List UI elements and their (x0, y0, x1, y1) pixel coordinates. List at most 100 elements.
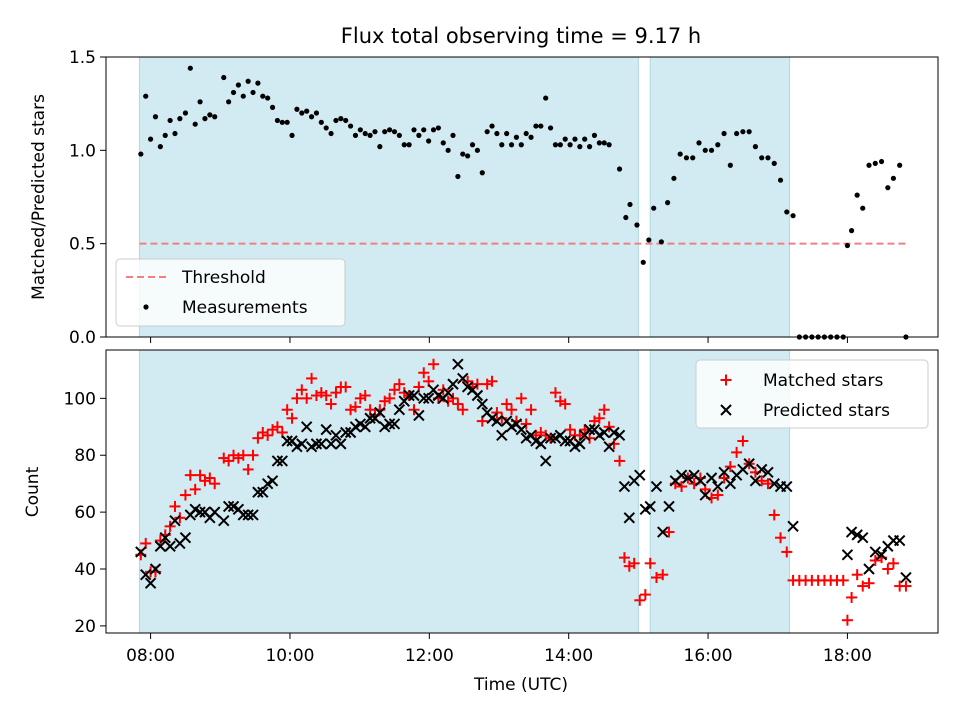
measurement-point (759, 155, 765, 161)
matched-star-point (549, 387, 561, 399)
measurement-point (567, 142, 573, 148)
matched-star-point (271, 421, 283, 433)
predicted-star-point (875, 549, 888, 561)
matched-star-point (174, 512, 186, 524)
measurement-point (235, 82, 241, 88)
predicted-star-point (841, 549, 854, 561)
measurement-point (455, 173, 461, 180)
predicted-star-point (179, 532, 192, 544)
matched-star-point (618, 552, 630, 564)
measurement-point (586, 144, 593, 150)
predicted-star-point (851, 529, 863, 541)
measurement-point (274, 117, 281, 124)
measurement-point (523, 130, 529, 137)
measurement-point (690, 155, 696, 161)
predicted-star-point (682, 472, 694, 484)
matched-star-point (837, 574, 849, 586)
matched-star-point (501, 398, 513, 410)
predicted-star-point (383, 418, 396, 430)
predicted-star-point (154, 540, 167, 552)
bottom-y-tick-label: 60 (74, 503, 96, 523)
measurement-point (435, 125, 441, 131)
predicted-star-point (705, 472, 718, 484)
measurement-point (343, 117, 349, 124)
matched-star-point (291, 392, 303, 404)
predicted-star-point (869, 546, 881, 558)
matched-star-point (603, 421, 615, 433)
predicted-star-point (408, 389, 420, 402)
bottom-panel: 20 40 60 80 100 08:00 10:00 12:00 14:00 16:00 18:… (23, 349, 939, 695)
matched-star-point (204, 472, 216, 484)
predicted-star-point (623, 512, 636, 524)
matched-star-point (650, 572, 662, 584)
predicted-star-point (559, 435, 571, 447)
predicted-star-point (491, 415, 503, 427)
measurement-point (577, 144, 583, 150)
measurement-point (640, 259, 646, 265)
x-tick-label: 18:00 (823, 646, 872, 666)
x-tick-label: 16:00 (684, 646, 733, 666)
predicted-star-point (300, 421, 313, 433)
predicted-star-point (164, 540, 176, 552)
bottom-panel-frame (105, 349, 939, 634)
matched-star-point (628, 557, 640, 569)
measurement-point (533, 123, 539, 129)
measurement-point (538, 123, 544, 129)
matched-star-point (525, 404, 537, 416)
matched-star-point (863, 577, 875, 589)
measurement-point (265, 95, 271, 101)
matched-star-point (857, 580, 869, 592)
matched-star-point (237, 449, 249, 461)
measurement-point (460, 151, 466, 157)
predicted-star-point (694, 475, 707, 487)
measurement-point (445, 147, 451, 153)
measurement-point (696, 140, 702, 146)
matched-star-point (388, 384, 400, 396)
measurement-point (543, 95, 549, 101)
measurement-point (465, 153, 471, 159)
predicted-star-point (452, 358, 464, 370)
measurement-point (323, 125, 329, 131)
measurement-point (372, 129, 378, 135)
observing-window-1 (138, 349, 639, 634)
matched-star-point (841, 614, 853, 626)
measurement-point (197, 99, 203, 105)
measurement-point (318, 119, 324, 125)
matched-star-point (657, 569, 669, 581)
predicted-star-point (718, 466, 730, 479)
matched-star-point (887, 557, 899, 569)
measurement-point (484, 129, 490, 135)
measurement-point (658, 239, 664, 245)
measurement-point (708, 147, 715, 153)
measurement-point (294, 106, 300, 112)
predicted-star-point (544, 432, 557, 444)
measurement-point (562, 136, 568, 142)
measurement-point (508, 142, 515, 148)
measurement-point (221, 74, 227, 81)
predicted-star-point (159, 532, 171, 544)
predicted-star-point (169, 514, 181, 527)
measurement-point (890, 175, 897, 181)
predicted-star-point (476, 398, 488, 410)
measurement-point (421, 127, 427, 133)
predicted-star-point (271, 455, 284, 467)
measurement-point (147, 136, 154, 142)
matched-star-point (775, 532, 787, 544)
measurement-point (844, 242, 851, 249)
predicted-star-point (650, 480, 663, 493)
measurement-point (401, 142, 407, 148)
predicted-star-point (768, 477, 780, 490)
predicted-star-point (266, 475, 279, 487)
measurement-point (367, 132, 373, 138)
predicted-star-point (442, 386, 454, 399)
predicted-star-point (845, 526, 858, 538)
measurement-point (734, 130, 740, 137)
predicted-star-point (315, 438, 328, 450)
measurement-point (474, 147, 481, 153)
matched-star-point (209, 478, 221, 490)
matched-star-point (247, 449, 259, 461)
matched-star-point (184, 469, 196, 481)
measurement-point (606, 142, 612, 148)
measurement-point (430, 127, 437, 133)
